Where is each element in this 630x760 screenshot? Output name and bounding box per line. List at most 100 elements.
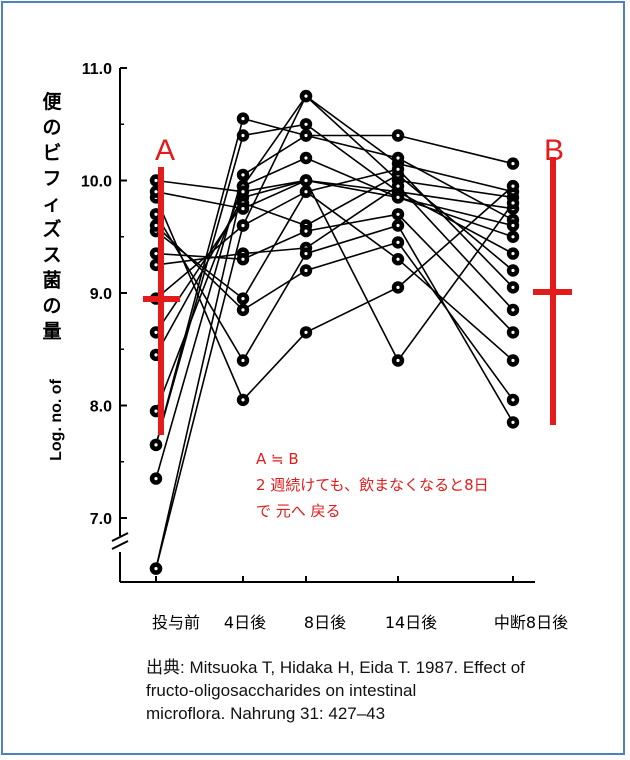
data-point-center [241,190,245,194]
comparison-note: A ≒ B [256,450,299,468]
data-point-center [304,156,308,160]
data-point-center [241,117,245,121]
data-point-center [396,156,400,160]
y-label-char: の [42,295,61,317]
data-point-center [154,223,158,228]
y-tick-label: 8.0 [90,399,112,416]
data-point-center [154,330,158,334]
data-point-center [511,358,515,363]
data-point-center [241,173,245,177]
data-point-center [154,443,158,447]
series-line-4 [155,123,514,446]
x-tick-labels: 投与前 4日後 8日後 14日後 中断8日後 [152,613,568,632]
data-point-center [154,409,158,413]
data-point-center [511,252,515,256]
y-label-char: フ [42,168,61,190]
data-point-center [511,308,515,312]
x-tick-label: 14日後 [385,613,437,632]
y-label-char: 便 [42,91,62,113]
data-point-center [396,133,400,138]
data-point-center [511,398,515,402]
data-point-center [241,297,245,301]
series-line-6 [155,157,514,412]
data-point-center [241,308,245,312]
y-label-rotated: Log. no. of [48,378,65,460]
data-point-center [511,285,515,289]
y-label-char: 菌 [42,269,61,292]
data-point-center [241,133,245,138]
data-point-center [304,178,308,183]
data-point-center [241,257,245,261]
citation-line-1: 出典: Mitsuoka T, Hidaka H, Eida T. 1987. … [146,658,525,677]
x-tick-label: 4日後 [224,613,266,632]
data-point-center [511,162,515,166]
data-point-center [396,167,400,171]
y-ticks: 11.0 10.0 9.0 8.0 7.0 [81,61,127,528]
data-point-center [396,358,400,363]
data-point-center [154,353,158,357]
data-point-center [154,190,158,194]
data-point-center [396,257,400,261]
y-label-char: の [42,117,61,139]
data-point-center [396,212,400,216]
data-point-center [396,195,400,199]
data-point-center [241,358,245,363]
data-point-center [511,268,515,273]
y-label-char: ビ [42,142,61,164]
data-point-center [396,285,400,289]
data-point-center [304,229,308,233]
y-tick-label: 10.0 [81,174,112,191]
y-tick-label: 11.0 [82,61,112,78]
data-point-center [511,184,515,188]
citation-line-3: microflora. Nahrung 31: 427–43 [146,704,386,723]
y-tick-label: 9.0 [90,286,112,303]
note-line-2: で 元へ 戻る [256,502,341,520]
y-axis-break [111,532,129,550]
data-point-center [154,263,158,267]
x-tick-label: 8日後 [304,613,346,632]
data-point-center [304,190,308,194]
series-line-7 [155,179,514,356]
x-tick-label: 投与前 [152,613,200,632]
marker-b-label: B [544,134,564,167]
data-point-center [396,184,400,188]
data-point-center [396,240,400,244]
data-point-center [396,223,400,228]
data-point-center [304,252,308,256]
y-label-char: ィ [42,193,61,215]
chart-axes [111,68,535,583]
data-point-center [511,235,515,239]
data-point-center [304,330,308,334]
x-tick-label: 中断8日後 [494,613,568,632]
y-label-char: ス [42,244,61,266]
data-point-center [241,398,245,402]
data-point-center [154,477,158,481]
data-point-center [511,201,515,205]
series-lines [155,94,514,569]
data-point-center [154,252,158,256]
citation-line-2: fructo-oligosaccharides on intestinal [146,681,417,700]
marker-a-label: A [155,134,175,167]
range-bars [143,157,572,435]
data-point-center [304,268,308,273]
citation: 出典: Mitsuoka T, Hidaka H, Eida T. 1987. … [146,656,616,725]
data-point-center [241,223,245,228]
data-point-center [511,223,515,228]
data-point-center [304,133,308,138]
data-point-center [154,212,158,216]
note-line-1: 2 週続けても、飲まなくなると8日 [256,476,489,494]
data-point-center [304,94,308,98]
series-line-3 [155,117,514,446]
y-label-char: 量 [42,321,61,343]
y-label-char: ズ [42,218,61,241]
data-point-center [154,178,158,183]
data-point-center [304,122,308,126]
data-point-center [154,567,158,571]
y-tick-label: 7.0 [90,511,112,528]
data-point-center [241,207,245,211]
data-point-center [511,330,515,334]
data-point-center [511,420,515,424]
